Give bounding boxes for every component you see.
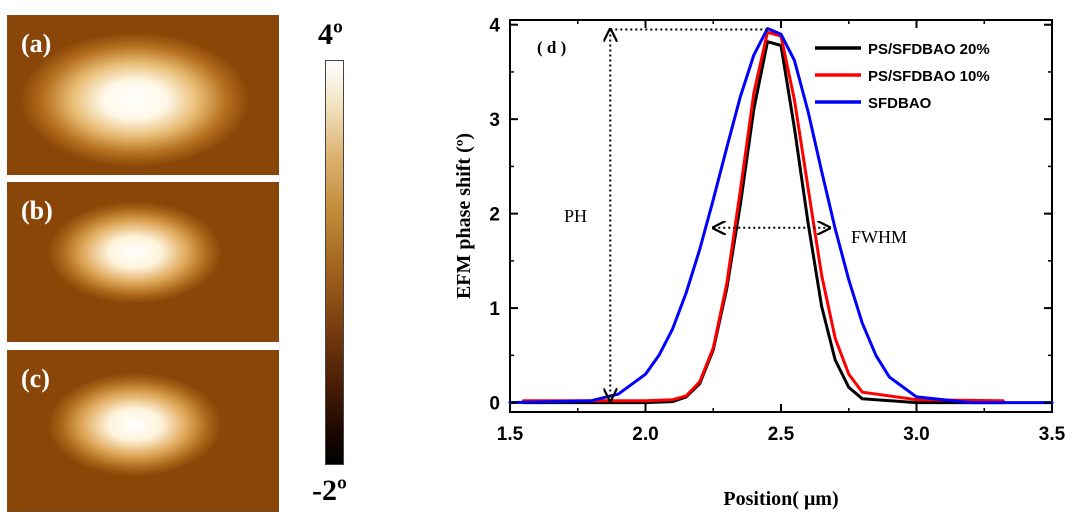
ph-label: PH (564, 206, 587, 226)
x-tick-label: 1.5 (497, 424, 524, 445)
x-tick-label: 2.5 (768, 424, 795, 445)
x-tick-label: 3.0 (903, 424, 929, 445)
y-axis-title: EFM phase shift (º) (453, 133, 475, 299)
panel-d-label: ( d ) (537, 38, 566, 57)
annotation-layer: ( d ) PH FWHM (537, 29, 907, 400)
y-tick-label: 0 (489, 394, 500, 415)
afm-image-a (7, 15, 279, 175)
panel-a-label: (a) (21, 29, 52, 58)
afm-image-b (7, 182, 279, 342)
series-line-ps-sfdbao-10- (522, 30, 1005, 403)
y-tick-label: 3 (489, 110, 500, 131)
series-line-sfdbao (508, 27, 1054, 405)
fwhm-label: FWHM (851, 227, 907, 247)
x-axis-title: Position( μm) (723, 488, 838, 510)
panel-c-label: (c) (21, 364, 50, 393)
afm-image-panel-a: (a) (7, 15, 279, 175)
y-tick-label: 2 (489, 205, 500, 226)
legend-label: PS/SFDBAO 20% (868, 41, 990, 58)
afm-image-c (7, 350, 279, 512)
axes: 1.5 2.0 2.5 3.0 3.5 0 1 2 3 4 Position( μm) EFM pha… (453, 16, 1066, 510)
legend: PS/SFDBAO 20% PS/SFDBAO 10% SFDBAO (815, 41, 990, 112)
x-tick-label: 2.0 (632, 424, 658, 445)
y-tick-label: 1 (489, 299, 500, 320)
colorbar-max-label: 4º (318, 18, 343, 51)
colorbar-min-label: -2º (312, 474, 347, 507)
legend-label: PS/SFDBAO 10% (868, 68, 990, 85)
series-layer (508, 27, 1054, 405)
afm-image-panel-c: (c) (7, 350, 279, 512)
panel-b-label: (b) (21, 196, 53, 225)
x-tick-label: 3.5 (1039, 424, 1066, 445)
legend-label: SFDBAO (868, 95, 932, 112)
colorbar (325, 60, 344, 465)
afm-image-panel-b: (b) (7, 182, 279, 342)
y-tick-label: 4 (489, 16, 500, 37)
